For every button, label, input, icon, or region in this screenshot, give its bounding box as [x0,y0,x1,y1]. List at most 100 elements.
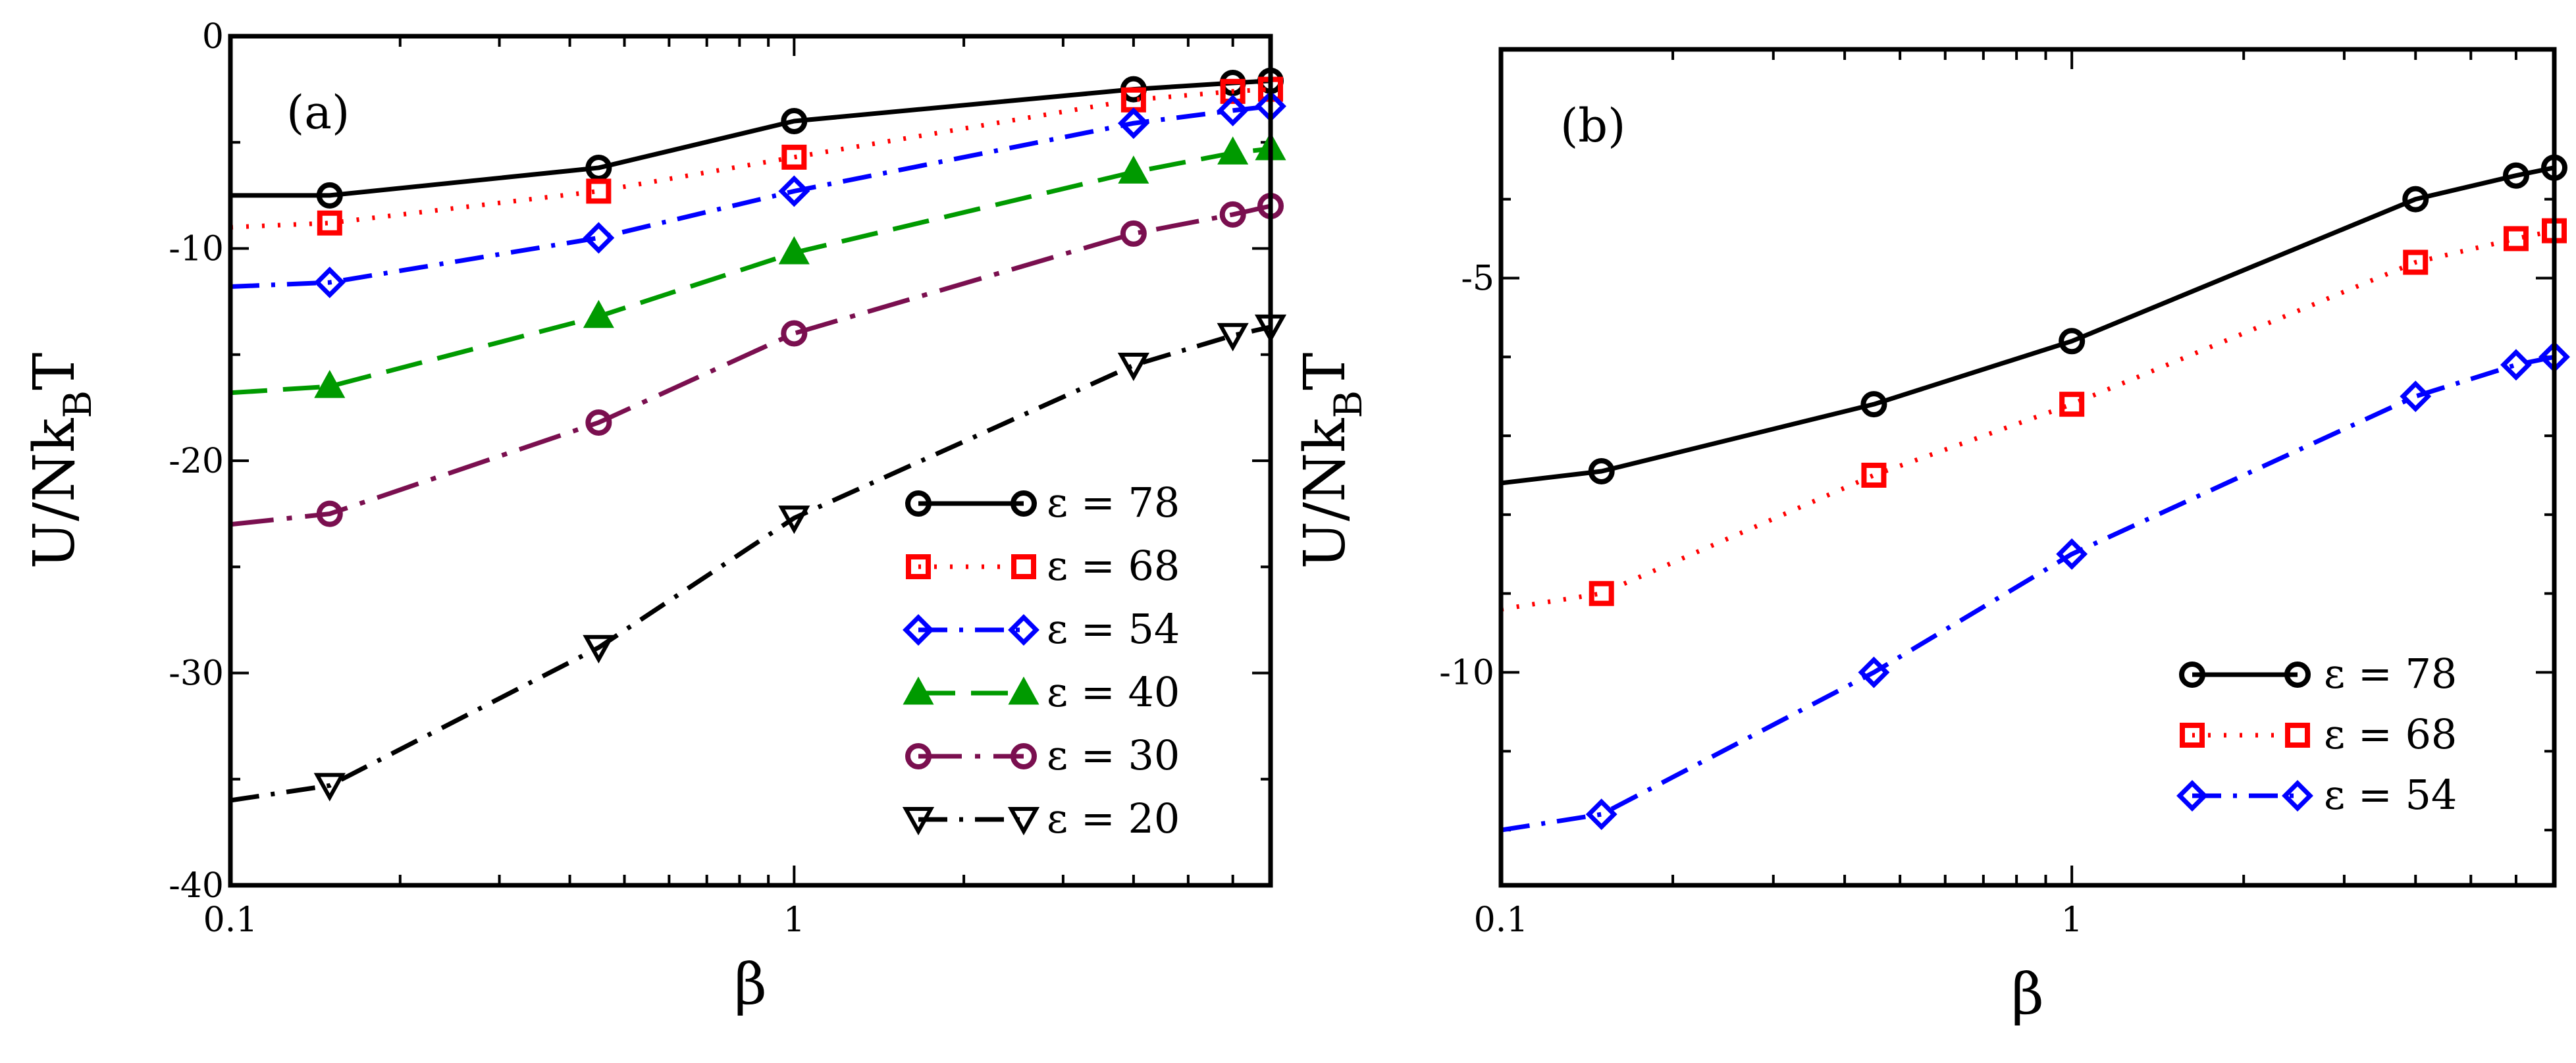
panel-b-data-point [1860,391,1887,418]
panel-a-legend-marker [1007,807,1040,836]
panel-a-data-point [778,175,810,207]
panel-a-y-tick-label: -30 [169,654,224,694]
panel-a-data-point [585,409,612,436]
panel-a-series-5 [230,314,1287,803]
panel-a-data-point [586,178,612,204]
panel-a-data-point [781,320,808,347]
panel-a-data-point [1117,352,1149,382]
panel-b-data-point [2503,226,2529,251]
panel-b-data-point [2056,538,2088,570]
panel-b-legend-label: ε = 78 [2324,650,2457,698]
panel-b-data-point [2500,349,2532,381]
panel-b-series-1 [1500,218,2567,612]
panel-b-legend-label: ε = 54 [2324,771,2457,819]
panel-a-data-point [1220,78,1246,104]
panel-a-legend-label: ε = 40 [1047,668,1180,716]
panel-a-y-tick-label: 0 [202,17,224,57]
panel-a-plot-frame [228,34,1273,888]
panel-b-series-line [1500,354,2555,833]
panel-a-data-point [583,299,614,328]
panel-b-y-tick-label: -5 [1461,259,1494,298]
panel-a-legend-label: ε = 20 [1047,794,1180,843]
panel-a-series-line [230,324,1271,803]
panel-a-legend-marker [1011,743,1037,769]
panel-a-data-point [778,236,810,265]
panel-a-legend-marker [906,554,931,579]
panel-b-chart: -5 -10 0.1 1 (b) β U/NkBT ε = 78 ε = 68 ε = 54 [1292,47,2570,1027]
panel-a-data-point [583,222,615,254]
panel-a-y-tick-label: -20 [169,442,224,481]
panel-b-legend-marker [2284,661,2311,688]
panel-a-data-point [781,144,807,170]
panel-a-legend-marker [1011,554,1036,579]
panel-a-data-point [583,635,615,663]
panel-a-legend: ε = 78 ε = 68 ε = 54 ε = 40 ε = 30 ε = 20 [902,479,1180,843]
panel-a-x-tick-label: 1 [783,900,805,940]
panel-a-series-2 [230,90,1286,299]
panel-a-data-point [313,773,346,802]
panel-b-data-point [2059,328,2086,355]
panel-b-data-point [1589,581,1614,606]
panel-b-legend-marker [2180,723,2205,748]
panel-a-data-point [316,182,343,209]
panel-a-series-3 [230,132,1286,398]
panel-b-x-tick-label: 0.1 [1474,900,1529,940]
panel-a-data-point [1120,220,1147,247]
panel-a-legend-label: ε = 30 [1047,731,1180,779]
panel-b-y-tick-label: -10 [1439,654,1494,693]
panel-a-legend-marker [1008,614,1039,646]
panel-a-data-point [1117,107,1149,140]
panel-a-data-point [781,108,808,134]
panel-a-x-tick-label: 0.1 [203,900,258,940]
panel-a-label: (a) [286,86,350,140]
panel-b-data-point [1588,457,1615,484]
panel-a-legend-marker [905,490,932,517]
panel-a-legend-label: ε = 68 [1047,542,1180,590]
panel-a-data-point [585,154,612,181]
panel-a-legend-marker [1011,490,1037,517]
panel-b-y-axis-title: U/NkBT [1292,353,1371,569]
panel-a-legend-label: ε = 78 [1047,479,1180,527]
panel-a-series-line [230,103,1271,290]
panel-a-data-point [778,506,810,534]
panel-b-x-tick-label: 1 [2061,900,2083,940]
panel-a-data-point [1217,136,1249,165]
panel-a-data-point [316,500,343,527]
panel-a-legend-label: ε = 54 [1047,605,1180,653]
panel-b-series-line [1500,165,2555,486]
panel-b-legend-marker [2179,661,2205,688]
panel-b-data-point [2502,162,2529,189]
panel-a-series-4 [230,193,1284,527]
panel-b-legend-marker [2282,780,2313,812]
panel-b-legend-marker [2176,780,2208,812]
panel-a-data-point [1219,201,1246,228]
panel-b-data-point [2059,392,2085,417]
panel-a-legend-marker [903,614,934,646]
panel-b-label: (b) [1560,99,1625,153]
panel-a-data-point [1217,323,1249,351]
panel-a-legend-marker [905,743,932,769]
panel-b-series-0 [1500,154,2567,486]
panel-a-series-1 [230,76,1283,236]
panel-b-data-point [2402,186,2429,213]
panel-a-series-line [230,203,1271,527]
panel-b-data-point [2403,249,2429,275]
panel-a-data-point [1118,155,1149,184]
panel-b-legend-label: ε = 68 [2324,710,2457,758]
panel-b-data-point [2400,380,2432,413]
panel-a-legend-marker [903,676,934,705]
panel-b-series-2 [1500,341,2570,833]
panel-b-legend-marker [2285,723,2310,748]
panel-b-data-point [1858,656,1890,688]
panel-a-x-axis-title: β [734,952,767,1018]
panel-a-y-tick-label: -40 [169,866,224,906]
panel-b-data-point [1585,798,1617,831]
panel-a-data-point [314,370,346,398]
panel-b-series-line [1500,228,2555,612]
panel-a-y-tick-label: -10 [169,230,224,269]
panel-b-plot-frame [1498,47,2557,888]
panel-b-data-point [1861,462,1887,488]
panel-a-y-axis-title: U/NkBT [22,353,100,569]
panel-b-legend: ε = 78 ε = 68 ε = 54 [2176,650,2457,819]
